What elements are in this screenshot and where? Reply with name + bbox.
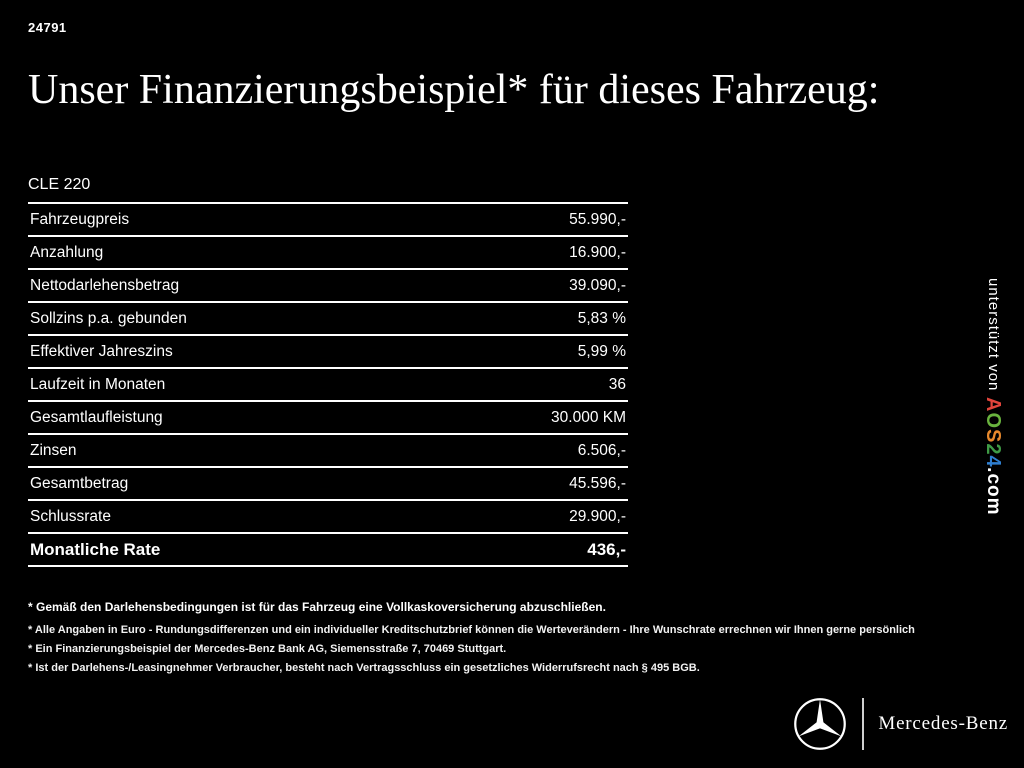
footnote: * Gemäß den Darlehensbedingungen ist für… <box>28 600 606 614</box>
brand-wordmark: Mercedes-Benz <box>878 713 1008 734</box>
finance-row-value: 55.990,- <box>569 210 626 228</box>
aos24-logo: AOS24 <box>982 397 1004 468</box>
finance-row-value: 16.900,- <box>569 243 626 261</box>
finance-row-value: 5,83 % <box>577 309 626 327</box>
brand-divider <box>862 698 865 750</box>
finance-row-value: 6.506,- <box>577 441 626 459</box>
finance-row: Effektiver Jahreszins 5,99 % <box>28 336 628 369</box>
finance-row-value: 436,- <box>587 539 626 559</box>
finance-row: Monatliche Rate 436,- <box>28 534 628 567</box>
finance-row-label: Nettodarlehensbetrag <box>30 276 180 294</box>
supported-by-label: unterstützt von <box>985 278 1002 392</box>
finance-row-label: Sollzins p.a. gebunden <box>30 309 187 327</box>
footnote: * Ist der Darlehens-/Leasingnehmer Verbr… <box>28 662 700 674</box>
finance-row: Nettodarlehensbetrag 39.090,- <box>28 270 628 303</box>
aos24-letter: 4 <box>982 455 1004 468</box>
reference-number: 24791 <box>28 20 67 35</box>
aos24-letter: O <box>982 412 1004 429</box>
finance-row-label: Monatliche Rate <box>30 539 161 559</box>
mercedes-star-icon <box>794 698 847 750</box>
finance-row: Sollzins p.a. gebunden 5,83 % <box>28 303 628 336</box>
finance-row: Schlussrate 29.900,- <box>28 501 628 534</box>
aos24-domain-suffix: .com <box>983 467 1004 516</box>
finance-row-label: Zinsen <box>30 441 77 459</box>
finance-row-value: 36 <box>608 375 626 393</box>
finance-row-label: Gesamtlaufleistung <box>30 408 163 426</box>
finance-row-label: Anzahlung <box>30 243 104 261</box>
finance-row-label: Effektiver Jahreszins <box>30 342 173 360</box>
footnote: * Alle Angaben in Euro - Rundungsdiffere… <box>28 624 915 636</box>
aos24-letter: A <box>982 396 1004 413</box>
finance-row: Laufzeit in Monaten 36 <box>28 369 628 402</box>
footnote: * Ein Finanzierungsbeispiel der Mercedes… <box>28 643 507 655</box>
brand-footer: Mercedes-Benz <box>792 696 1008 752</box>
page-title: Unser Finanzierungsbeispiel* für dieses … <box>28 67 880 113</box>
supported-by-credit: unterstützt von AOS24.com <box>981 278 1004 516</box>
aos24-letter: 2 <box>982 442 1004 456</box>
finance-row-value: 5,99 % <box>577 342 626 360</box>
footnotes: * Gemäß den Darlehensbedingungen ist für… <box>28 600 978 681</box>
finance-table: Fahrzeugpreis 55.990,- Anzahlung 16.900,- Ne… <box>28 202 628 567</box>
finance-row-label: Schlussrate <box>30 507 111 525</box>
vehicle-model: CLE 220 <box>28 176 91 193</box>
finance-row-value: 39.090,- <box>569 276 626 294</box>
finance-row: Fahrzeugpreis 55.990,- <box>28 204 628 237</box>
finance-row: Anzahlung 16.900,- <box>28 237 628 270</box>
finance-row: Gesamtbetrag 45.596,- <box>28 468 628 501</box>
finance-row-value: 30.000 KM <box>551 408 626 426</box>
finance-row-value: 29.900,- <box>569 507 626 525</box>
finance-row-label: Laufzeit in Monaten <box>30 375 166 393</box>
finance-row: Zinsen 6.506,- <box>28 435 628 468</box>
finance-row-label: Fahrzeugpreis <box>30 210 130 228</box>
finance-row-label: Gesamtbetrag <box>30 474 129 492</box>
finance-row: Gesamtlaufleistung 30.000 KM <box>28 402 628 435</box>
aos24-letter: S <box>982 428 1004 443</box>
finance-row-value: 45.596,- <box>569 474 626 492</box>
